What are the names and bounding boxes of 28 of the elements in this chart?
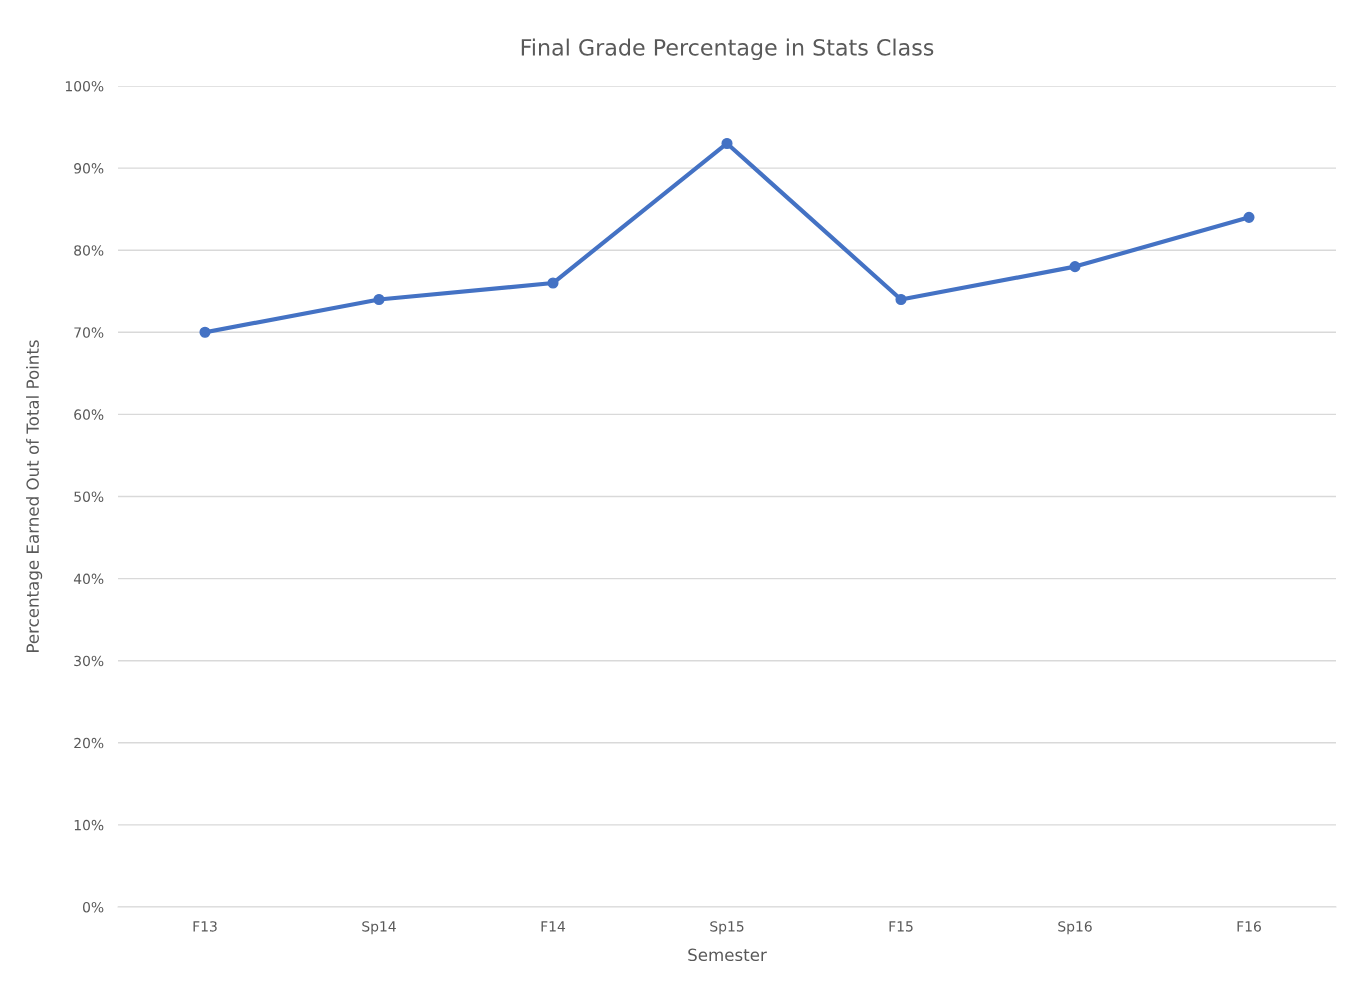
y-tick-label: 20%	[74, 737, 104, 749]
x-tick-label: F13	[193, 921, 217, 932]
point	[199, 326, 211, 338]
y-tick-label: 0%	[82, 901, 104, 913]
y-tick-label: 50%	[74, 491, 104, 502]
x-tick-label: Sp14	[362, 921, 396, 935]
x-tick-label: Sp16	[1058, 921, 1092, 935]
y-axis-title: Percentage Earned Out of Total Points	[26, 340, 43, 652]
point	[1069, 261, 1081, 273]
x-tick-label: Sp15	[710, 921, 744, 935]
point	[547, 277, 559, 289]
x-axis-title: Semester	[688, 948, 767, 962]
y-tick-label: 70%	[74, 327, 104, 338]
y-tick-label: 80%	[74, 245, 104, 256]
y-tick-label: 30%	[74, 655, 104, 667]
y-tick-label: 90%	[74, 163, 104, 174]
x-tick-label: F15	[889, 921, 913, 932]
y-tick-label: 60%	[74, 409, 104, 420]
point	[1243, 211, 1255, 223]
point	[373, 293, 385, 306]
y-tick-label: 100%	[65, 80, 104, 92]
point	[895, 293, 907, 306]
y-tick-label: 10%	[74, 819, 104, 831]
x-tick-label: F14	[541, 921, 566, 932]
y-tick-label: 40%	[73, 573, 104, 585]
chart-title: Final Grade Percentage in Stats Class	[521, 38, 934, 61]
point	[721, 137, 733, 150]
x-tick-label: F16	[1237, 921, 1261, 932]
